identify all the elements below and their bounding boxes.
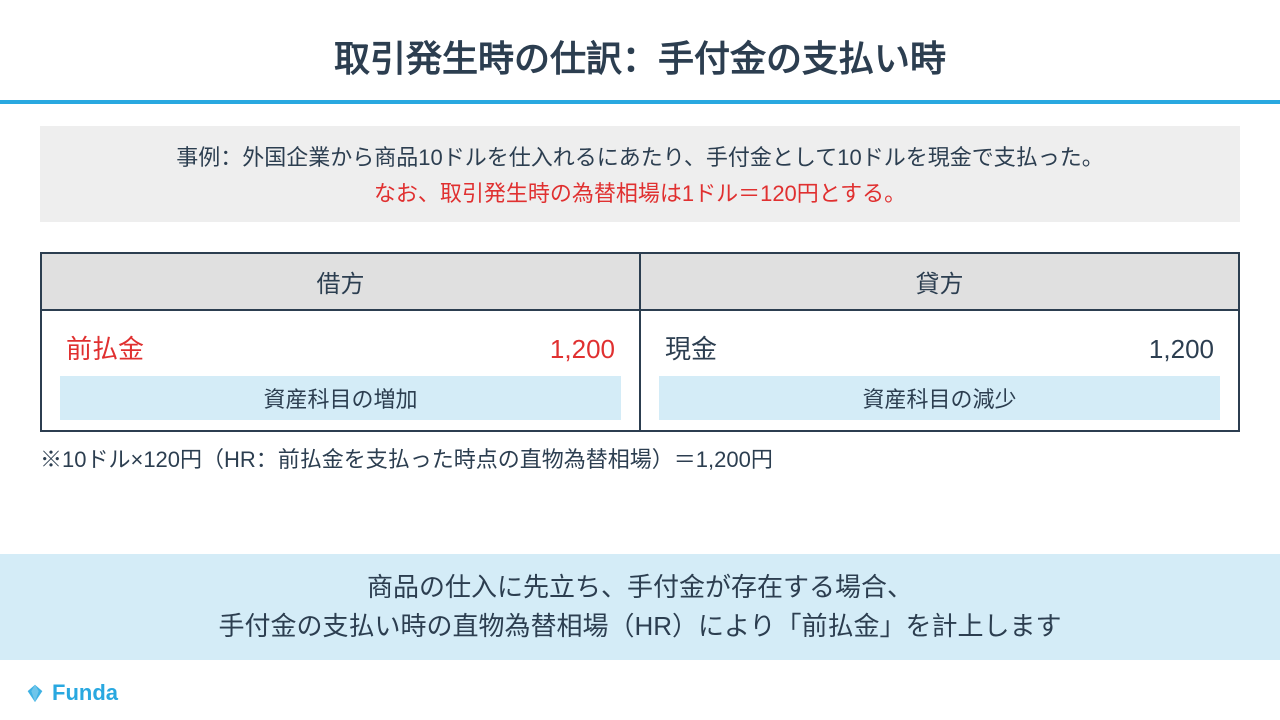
credit-amount: 1,200 <box>1149 334 1214 365</box>
credit-cell: 現金 1,200 資産科目の減少 <box>640 310 1239 431</box>
heart-diamond-icon <box>24 682 46 704</box>
title-underline <box>0 100 1280 104</box>
page-title: 取引発生時の仕訳：手付金の支払い時 <box>0 0 1280 100</box>
credit-account: 現金 <box>665 329 717 366</box>
example-line1: 事例：外国企業から商品10ドルを仕入れるにあたり、手付金として10ドルを現金で支… <box>60 140 1220 172</box>
example-line2: なお、取引発生時の為替相場は1ドル＝120円とする。 <box>60 176 1220 208</box>
journal-table-wrap: 借方 貸方 前払金 1,200 資産科目の増加 現金 1,200 <box>40 252 1240 432</box>
summary-box: 商品の仕入に先立ち、手付金が存在する場合、 手付金の支払い時の直物為替相場（HR… <box>0 554 1280 660</box>
example-box: 事例：外国企業から商品10ドルを仕入れるにあたり、手付金として10ドルを現金で支… <box>40 126 1240 222</box>
debit-entry-row: 前払金 1,200 <box>60 329 621 376</box>
credit-entry-row: 現金 1,200 <box>659 329 1220 376</box>
debit-account: 前払金 <box>66 329 144 366</box>
debit-header: 借方 <box>41 253 640 310</box>
debit-note: 資産科目の増加 <box>60 376 621 420</box>
summary-line2: 手付金の支払い時の直物為替相場（HR）により「前払金」を計上します <box>0 607 1280 646</box>
credit-header: 貸方 <box>640 253 1239 310</box>
calculation-note: ※10ドル×120円（HR：前払金を支払った時点の直物為替相場）＝1,200円 <box>40 442 1240 474</box>
debit-amount: 1,200 <box>550 334 615 365</box>
brand-logo: Funda <box>24 680 118 706</box>
brand-name: Funda <box>52 680 118 706</box>
credit-note: 資産科目の減少 <box>659 376 1220 420</box>
summary-line1: 商品の仕入に先立ち、手付金が存在する場合、 <box>0 568 1280 607</box>
journal-table: 借方 貸方 前払金 1,200 資産科目の増加 現金 1,200 <box>40 252 1240 432</box>
debit-cell: 前払金 1,200 資産科目の増加 <box>41 310 640 431</box>
